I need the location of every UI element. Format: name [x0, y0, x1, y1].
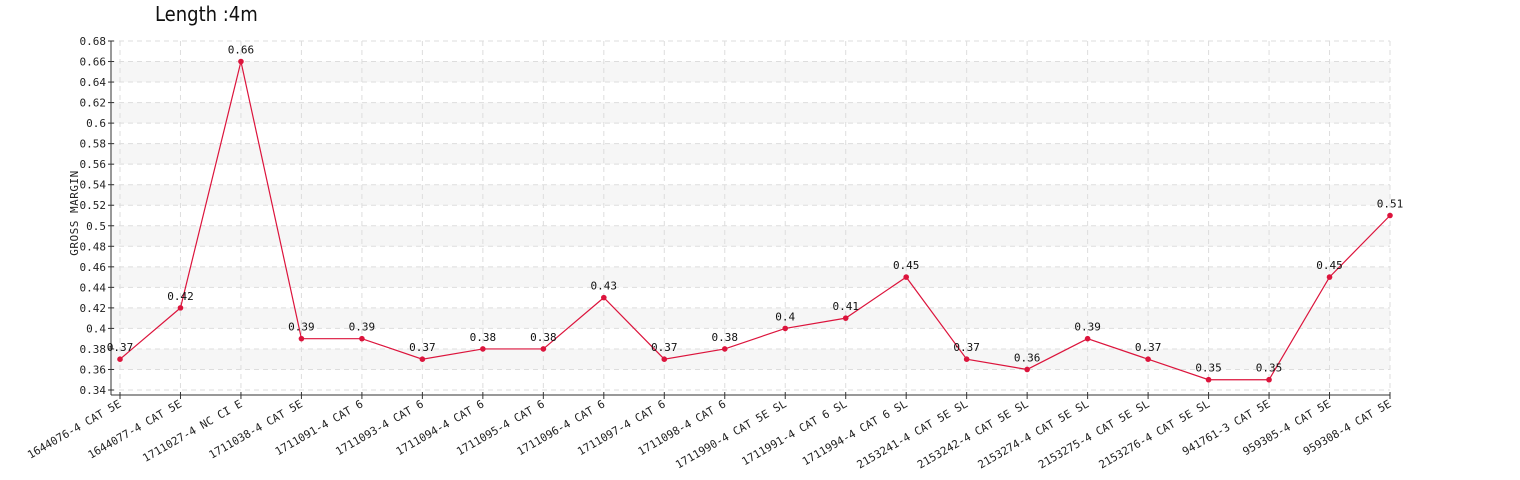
y-axis-ticks: 0.34 0.36 0.38 0.4 0.42 0.44 0.46 0.48 0.5 0.52 0.… [80, 35, 114, 397]
plot-band [110, 184, 1390, 206]
data-point [238, 58, 244, 65]
y-tick-label: 0.64 [80, 76, 107, 89]
y-tick-label: 0.5 [86, 220, 106, 233]
data-label: 0.38 [712, 331, 739, 344]
data-point [359, 335, 365, 342]
data-point [540, 346, 547, 352]
axes [110, 41, 1390, 396]
y-tick-label: 0.66 [80, 56, 107, 69]
data-label: 0.43 [591, 280, 618, 293]
plot-band [110, 266, 1390, 288]
data-point [963, 356, 970, 363]
x-tick-label: 1711027-4 NC CI E [140, 397, 244, 465]
data-label: 0.45 [893, 259, 920, 272]
plot-band [110, 102, 1390, 124]
data-point [1266, 376, 1272, 383]
y-tick-label: 0.62 [80, 97, 107, 110]
plot-band [110, 143, 1390, 165]
data-point [1326, 274, 1333, 280]
x-tick-label: 2153242-4 CAT 5E SL [915, 397, 1031, 471]
series-line [119, 61, 1391, 381]
plot-band [110, 348, 1390, 370]
y-tick-label: 0.36 [80, 363, 107, 376]
data-label: 0.35 [1256, 362, 1283, 375]
data-label: 0.37 [1135, 341, 1162, 354]
data-point [782, 325, 789, 332]
y-tick-label: 0.4 [86, 322, 106, 335]
data-label: 0.37 [107, 341, 134, 354]
data-point [298, 335, 305, 342]
data-label: 0.39 [349, 321, 376, 334]
y-tick-label: 0.46 [80, 261, 107, 274]
chart-title: Length :4m [155, 2, 258, 26]
data-label: 0.37 [409, 341, 436, 354]
x-tick-label: 2153241-4 CAT 5E SL [855, 397, 971, 471]
y-tick-label: 0.54 [80, 179, 107, 192]
series-layer [117, 58, 1393, 383]
x-tick-label: 1711990-4 CAT 5E SL [673, 397, 789, 471]
data-point [1024, 366, 1030, 373]
x-tick-label: 2153275-4 CAT 5E SL [1036, 397, 1152, 471]
plot-band [110, 307, 1390, 329]
plot-band [110, 61, 1390, 83]
data-point [419, 356, 426, 363]
data-point [601, 294, 607, 301]
data-point [903, 274, 909, 280]
data-labels-layer: 0.37 0.42 0.66 0.39 0.39 0.37 0.38 0.38 0.43 0.37… [107, 44, 1404, 375]
data-label: 0.4 [775, 310, 795, 323]
data-point [1145, 356, 1151, 363]
data-label: 0.37 [953, 341, 980, 354]
x-tick-label: 1711991-4 CAT 6 SL [739, 397, 849, 468]
data-label: 0.51 [1377, 198, 1404, 211]
y-tick-label: 0.56 [80, 158, 107, 171]
data-point [1205, 376, 1212, 383]
y-tick-label: 0.68 [80, 35, 107, 48]
data-label: 0.35 [1195, 362, 1222, 375]
x-tick-label: 1711994-4 CAT 6 SL [800, 397, 910, 468]
x-tick-label: 2153276-4 CAT 5E SL [1097, 397, 1213, 471]
data-label: 0.38 [470, 331, 497, 344]
data-label: 0.39 [288, 321, 315, 334]
y-tick-label: 0.48 [80, 240, 107, 253]
y-tick-label: 0.38 [80, 343, 107, 356]
y-tick-label: 0.6 [86, 117, 106, 130]
y-tick-label: 0.42 [80, 302, 107, 315]
data-label: 0.39 [1074, 321, 1101, 334]
y-tick-label: 0.34 [80, 384, 107, 397]
y-tick-label: 0.44 [80, 281, 107, 294]
data-point [1084, 335, 1091, 342]
y-tick-label: 0.52 [80, 199, 107, 212]
data-point [842, 315, 849, 321]
data-point [117, 356, 123, 363]
data-point [480, 346, 486, 352]
data-label: 0.42 [167, 290, 194, 303]
plot-band [110, 225, 1390, 247]
data-label: 0.41 [832, 300, 859, 313]
data-label: 0.37 [651, 341, 678, 354]
data-label: 0.45 [1316, 259, 1343, 272]
data-label: 0.38 [530, 331, 557, 344]
data-point [177, 305, 184, 311]
data-point [661, 356, 668, 363]
x-tick-label: 2153274-4 CAT 5E SL [976, 397, 1092, 471]
y-tick-label: 0.58 [80, 138, 107, 151]
y-axis-label: GROSS MARGIN [68, 170, 81, 255]
plot-bands [110, 61, 1390, 370]
data-point [1387, 212, 1393, 219]
data-label: 0.66 [228, 44, 255, 57]
data-point [721, 346, 728, 352]
data-label: 0.36 [1014, 351, 1041, 364]
